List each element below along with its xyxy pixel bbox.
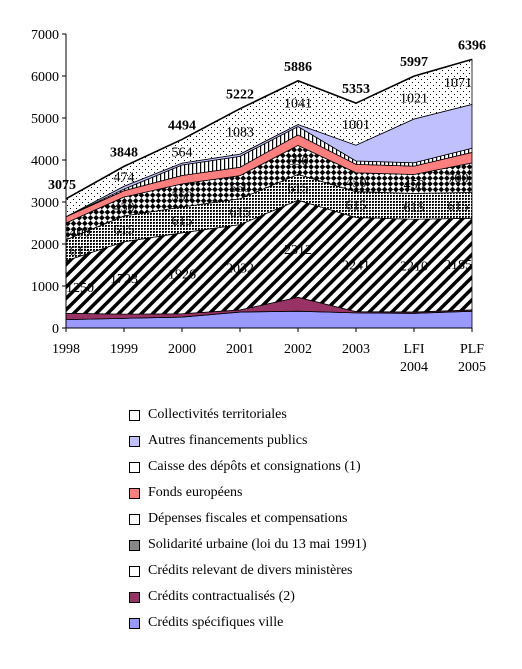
legend-item: Caisse des dépôts et consignations (1) — [129, 454, 429, 480]
total-label: 6396 — [458, 38, 486, 53]
total-label: 5997 — [400, 55, 428, 70]
y-tick-label: 0 — [52, 322, 59, 337]
x-tick-label: 1998 — [52, 342, 80, 357]
data-label: 615 — [346, 199, 367, 214]
legend-item: Crédits spécifiques ville — [129, 610, 429, 636]
x-tick-label: 2001 — [226, 342, 254, 357]
legend-swatch — [129, 487, 140, 499]
data-label: 615 — [230, 206, 251, 221]
data-label: 615 — [70, 244, 91, 259]
x-tick-label: 2000 — [168, 342, 196, 357]
legend-swatch — [129, 461, 140, 473]
data-label: 474 — [114, 170, 135, 185]
legend-item: Crédits relevant de divers ministères — [129, 558, 429, 584]
x-tick-label: 2002 — [284, 342, 312, 357]
total-line — [65, 58, 473, 200]
data-label: 2210 — [400, 260, 428, 275]
legend-label: Crédits relevant de divers ministères — [148, 563, 353, 578]
total-label: 5886 — [284, 60, 312, 75]
y-tick-label: 5000 — [31, 112, 59, 127]
data-label: 1041 — [284, 97, 312, 112]
y-tick-label: 4000 — [31, 154, 59, 169]
legend-label: Solidarité urbaine (loi du 13 mai 1991) — [148, 537, 367, 552]
y-tick-label: 3000 — [31, 196, 59, 211]
data-label: 550 — [230, 181, 251, 196]
legend-item: Crédits contractualisés (2) — [129, 584, 429, 610]
data-label: 450 — [346, 176, 367, 191]
legend-label: Autres financements publics — [148, 433, 308, 448]
data-label: 615 — [404, 200, 425, 215]
data-label: 615 — [172, 214, 193, 229]
x-tick-label: 2003 — [342, 342, 370, 357]
data-label: 1071 — [444, 76, 472, 91]
data-label: 690 — [288, 154, 309, 169]
legend-item: Fonds européens — [129, 480, 429, 506]
legend: Collectivités territoriales Autres financ… — [129, 402, 429, 636]
data-label: 1250 — [66, 281, 94, 296]
x-tick-label: 1999 — [110, 342, 138, 357]
y-tick-label: 7000 — [31, 28, 59, 43]
legend-label: Collectivités territoriales — [148, 407, 287, 422]
legend-label: Crédits contractualisés (2) — [148, 589, 295, 604]
legend-swatch — [129, 435, 140, 447]
data-label: 450 — [114, 200, 135, 215]
legend-label: Caisse des dépôts et consignations (1) — [148, 459, 361, 474]
y-tick-label: 1000 — [31, 280, 59, 295]
legend-item: Collectivités territoriales — [129, 402, 429, 428]
total-label: 3075 — [48, 178, 76, 193]
legend-swatch — [129, 591, 140, 603]
legend-swatch — [129, 409, 140, 421]
stacked-area-chart: 0 1000 2000 3000 4000 5000 6000 7000 1998 1999 200… — [31, 28, 486, 375]
legend-swatch — [129, 565, 140, 577]
data-label: 1021 — [400, 92, 428, 107]
data-label: 615 — [288, 181, 309, 196]
legend-item: Dépenses fiscales et compensations — [129, 506, 429, 532]
legend-item: Solidarité urbaine (loi du 13 mai 1991) — [129, 532, 429, 558]
legend-swatch — [129, 617, 140, 629]
total-label: 5353 — [342, 82, 370, 97]
data-label: 1926 — [168, 267, 196, 282]
data-label: 400 — [70, 225, 91, 240]
data-label: 450 — [404, 178, 425, 193]
y-tick-label: 6000 — [31, 70, 59, 85]
total-label: 5222 — [226, 88, 254, 103]
legend-item: Autres financements publics — [129, 428, 429, 454]
data-label: 1723 — [110, 272, 138, 287]
total-label: 3848 — [110, 145, 138, 160]
x-tick-label: PLF 2005 — [458, 342, 486, 375]
legend-label: Crédits spécifiques ville — [148, 615, 284, 630]
data-label: 1001 — [342, 118, 370, 133]
data-label: 2312 — [284, 243, 312, 258]
total-label: 4494 — [168, 118, 196, 133]
data-label: 1083 — [226, 125, 254, 140]
legend-swatch — [129, 513, 140, 525]
data-label: 700 — [448, 172, 469, 187]
y-tick-label: 2000 — [31, 238, 59, 253]
data-label: 615 — [114, 223, 135, 238]
data-label: 550 — [172, 189, 193, 204]
legend-swatch — [129, 539, 140, 551]
legend-label: Dépenses fiscales et compensations — [148, 511, 348, 526]
data-label: 2032 — [226, 261, 254, 276]
data-label: 564 — [172, 145, 193, 160]
data-label: 615 — [448, 199, 469, 214]
x-tick-label: LFI 2004 — [400, 342, 428, 375]
legend-label: Fonds européens — [148, 485, 243, 500]
data-label: 2185 — [444, 258, 472, 273]
data-label: 2241 — [342, 259, 370, 274]
